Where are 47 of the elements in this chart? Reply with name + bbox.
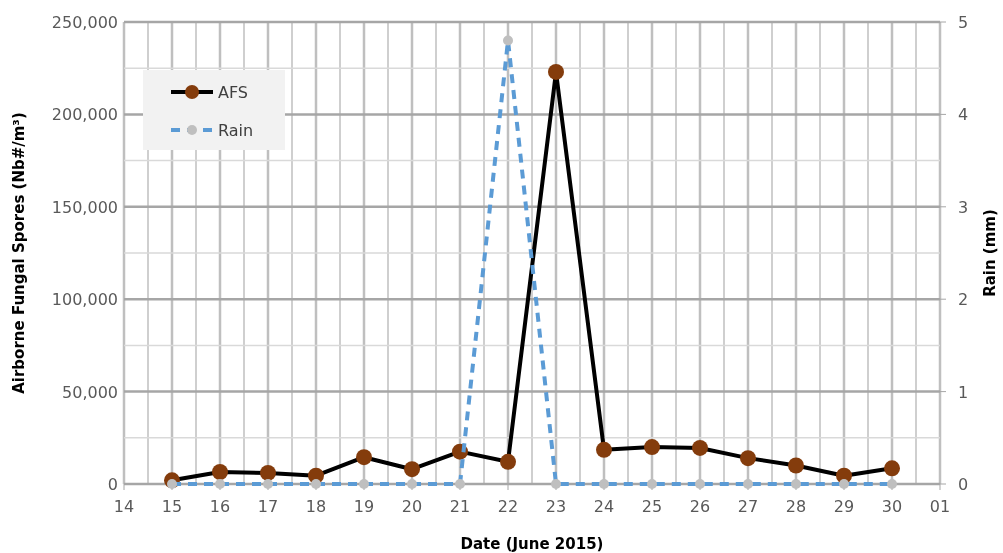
y-tick-label: 100,000: [51, 290, 118, 310]
point: [404, 461, 420, 478]
y-tick-label: 200,000: [51, 105, 118, 125]
point: [740, 450, 756, 467]
x-tick-label: 15: [161, 497, 183, 516]
y-axis-title: Airborne Fungal Spores (Nb#/m³): [10, 112, 28, 394]
x-tick-label: 19: [353, 497, 375, 516]
legend-label: Rain: [218, 121, 254, 140]
y-tick-label: 0: [107, 475, 118, 494]
x-axis-title: Date (June 2015): [460, 535, 604, 553]
x-tick-label: 14: [113, 497, 135, 516]
x-tick-label: 24: [593, 497, 615, 516]
x-tick-label: 26: [689, 497, 711, 516]
point: [548, 63, 564, 80]
x-tick-label: 30: [881, 497, 903, 516]
x-tick-label: 29: [833, 497, 855, 516]
x-tick-label: 18: [305, 497, 327, 516]
x-tick-label: 17: [257, 497, 279, 516]
point: [356, 449, 372, 466]
y2-tick-label: 0: [958, 475, 969, 494]
legend-label: AFS: [218, 83, 249, 102]
point: [500, 453, 516, 470]
y2-tick-label: 3: [958, 197, 969, 217]
point: [212, 463, 228, 480]
y2-tick-label: 2: [958, 290, 969, 310]
x-tick-label: 21: [449, 497, 471, 516]
point: [788, 457, 804, 474]
y-tick-label: 250,000: [51, 13, 118, 32]
x-tick-label: 16: [209, 497, 231, 516]
x-tick-label: 28: [785, 497, 807, 516]
x-tick-label: 25: [641, 497, 663, 516]
y-tick-label: 50,000: [62, 382, 118, 402]
x-tick-label: 01: [929, 497, 951, 516]
x-tick-label: 20: [401, 497, 423, 516]
point: [644, 439, 660, 456]
y2-axis-title: Rain (mm): [981, 209, 999, 297]
point: [884, 460, 900, 477]
y2-tick-label: 4: [958, 105, 969, 125]
y2-tick-label: 5: [958, 13, 969, 32]
x-tick-label: 22: [497, 497, 519, 516]
point: [260, 464, 276, 481]
x-tick-label: 27: [737, 497, 759, 516]
point: [692, 439, 708, 456]
point: [596, 441, 612, 458]
y-tick-label: 150,000: [51, 197, 118, 217]
y2-tick-label: 1: [958, 382, 969, 402]
x-tick-label: 23: [545, 497, 567, 516]
